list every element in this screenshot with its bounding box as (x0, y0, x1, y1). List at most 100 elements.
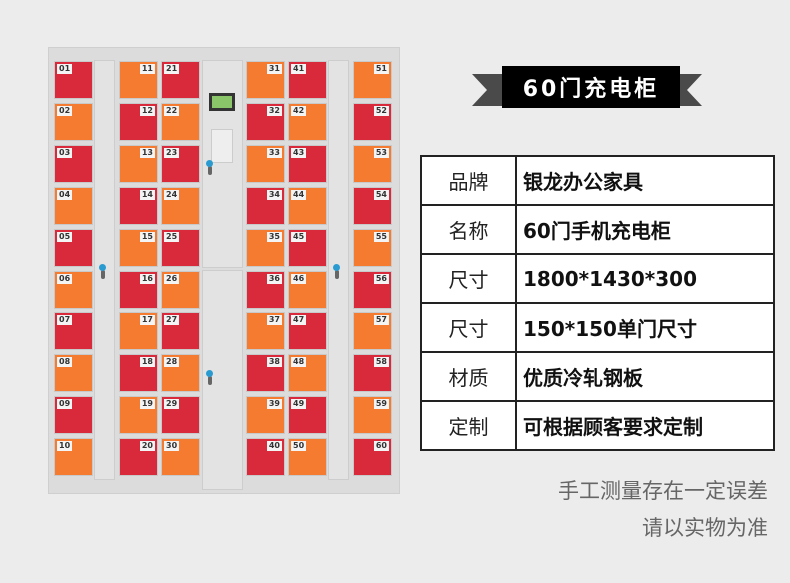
locker-number: 38 (266, 357, 282, 368)
locker-number: 28 (164, 357, 180, 368)
locker-door: 15 (119, 228, 158, 267)
locker-door: 37 (246, 312, 285, 351)
spec-value: 1800*1430*300 (515, 253, 775, 304)
locker-number: 12 (139, 105, 155, 116)
locker-number: 51 (373, 64, 389, 74)
spec-label: 尺寸 (420, 302, 517, 353)
locker-number: 36 (266, 273, 282, 284)
locker-number: 41 (291, 64, 307, 74)
locker-number: 11 (139, 64, 155, 74)
locker-door: 16 (119, 270, 158, 309)
locker-number: 29 (164, 399, 180, 410)
locker-door: 31 (246, 61, 285, 99)
locker-cabinet-image: 01 02 03 04 05 06 07 08 09 10 11 12 13 14 15 16 17 18 19 20… (48, 47, 400, 494)
locker-door: 02 (54, 102, 93, 141)
locker-door: 41 (288, 61, 327, 99)
locker-number: 10 (57, 441, 73, 452)
locker-number: 42 (291, 105, 307, 116)
locker-number: 19 (139, 399, 155, 410)
locker-door: 44 (288, 186, 327, 225)
locker-door: 51 (353, 61, 392, 99)
locker-door: 27 (161, 312, 200, 351)
locker-number: 48 (291, 357, 307, 368)
locker-door: 29 (161, 396, 200, 435)
key-lock-icon (206, 160, 213, 175)
locker-door: 60 (353, 438, 392, 477)
locker-number: 50 (291, 441, 307, 452)
locker-number: 17 (139, 315, 155, 326)
locker-door: 39 (246, 396, 285, 435)
locker-number: 40 (266, 441, 282, 452)
spec-label: 定制 (420, 400, 517, 451)
locker-door: 34 (246, 186, 285, 225)
locker-door: 24 (161, 186, 200, 225)
spec-row: 尺寸 150*150单门尺寸 (420, 302, 775, 353)
locker-number: 32 (266, 105, 282, 116)
locker-number: 04 (57, 189, 73, 200)
locker-door: 53 (353, 144, 392, 183)
key-lock-icon (333, 264, 340, 279)
locker-number: 46 (291, 273, 307, 284)
locker-door: 10 (54, 438, 93, 477)
locker-number: 37 (266, 315, 282, 326)
spec-label: 尺寸 (420, 253, 517, 304)
locker-door: 04 (54, 186, 93, 225)
keypad (211, 129, 233, 163)
locker-number: 45 (291, 231, 307, 242)
locker-number: 55 (373, 231, 389, 242)
locker-number: 08 (57, 357, 73, 368)
locker-door: 56 (353, 270, 392, 309)
locker-door: 25 (161, 228, 200, 267)
locker-door: 11 (119, 61, 158, 99)
spec-row: 名称 60门手机充电柜 (420, 204, 775, 255)
locker-number: 26 (164, 273, 180, 284)
lower-door (202, 270, 243, 490)
locker-number: 05 (57, 231, 73, 242)
locker-number: 22 (164, 105, 180, 116)
locker-door: 18 (119, 354, 158, 393)
locker-door: 40 (246, 438, 285, 477)
locker-number: 49 (291, 399, 307, 410)
locker-door: 05 (54, 228, 93, 267)
locker-number: 07 (57, 315, 73, 326)
spec-row: 尺寸 1800*1430*300 (420, 253, 775, 304)
locker-number: 58 (373, 357, 389, 368)
locker-door: 17 (119, 312, 158, 351)
locker-number: 33 (266, 147, 282, 158)
locker-number: 16 (139, 273, 155, 284)
locker-number: 31 (266, 64, 282, 74)
locker-door: 45 (288, 228, 327, 267)
locker-door: 28 (161, 354, 200, 393)
note-actual: 请以实物为准 (642, 516, 768, 540)
locker-door: 48 (288, 354, 327, 393)
locker-door: 58 (353, 354, 392, 393)
key-lock-icon (206, 370, 213, 385)
locker-number: 57 (373, 315, 389, 326)
locker-door: 26 (161, 270, 200, 309)
spec-value: 可根据顾客要求定制 (515, 400, 775, 451)
locker-number: 18 (139, 357, 155, 368)
spec-label: 品牌 (420, 155, 517, 206)
locker-number: 44 (291, 189, 307, 200)
locker-number: 25 (164, 231, 180, 242)
locker-door: 32 (246, 102, 285, 141)
locker-number: 27 (164, 315, 180, 326)
locker-door: 49 (288, 396, 327, 435)
locker-door: 09 (54, 396, 93, 435)
locker-door: 52 (353, 102, 392, 141)
locker-door: 14 (119, 186, 158, 225)
locker-number: 21 (164, 64, 180, 74)
locker-number: 43 (291, 147, 307, 158)
locker-number: 47 (291, 315, 307, 326)
key-lock-icon (99, 264, 106, 279)
spec-value: 优质冷轧钢板 (515, 351, 775, 402)
locker-door: 07 (54, 312, 93, 351)
locker-number: 54 (373, 189, 389, 200)
locker-number: 39 (266, 399, 282, 410)
locker-door: 57 (353, 312, 392, 351)
locker-door: 42 (288, 102, 327, 141)
locker-number: 34 (266, 189, 282, 200)
locker-door: 36 (246, 270, 285, 309)
locker-door: 19 (119, 396, 158, 435)
locker-door: 23 (161, 144, 200, 183)
